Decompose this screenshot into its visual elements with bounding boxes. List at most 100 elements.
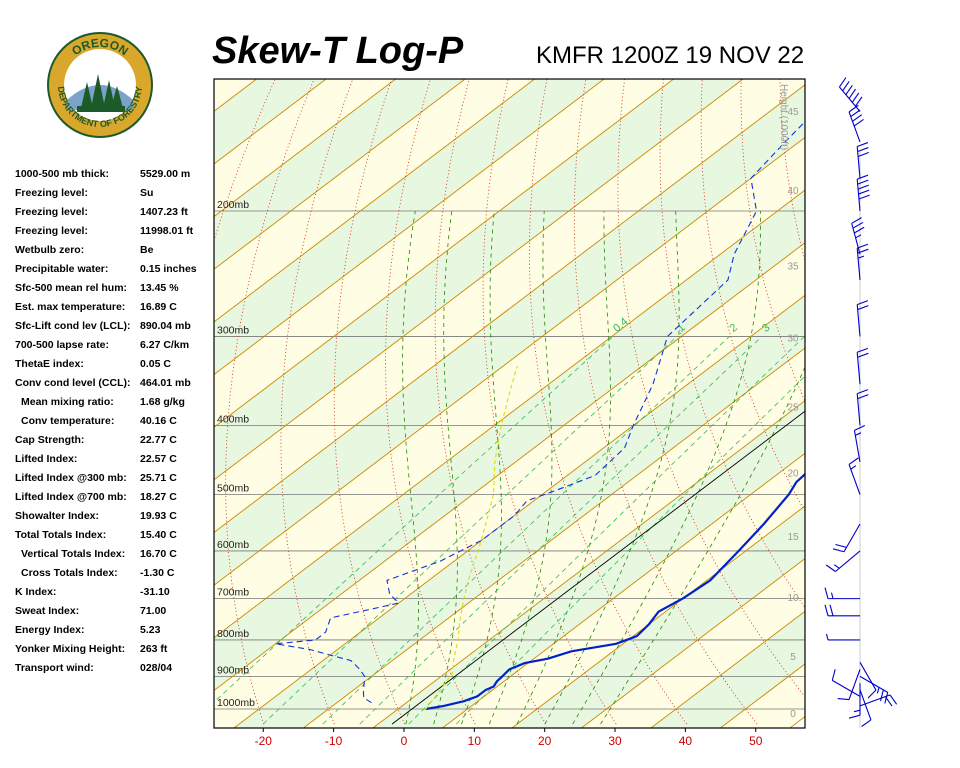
x-tick-label: 30 bbox=[608, 734, 622, 748]
index-value: 13.45 % bbox=[140, 282, 179, 294]
index-value: -1.30 C bbox=[140, 567, 175, 579]
index-label: Lifted Index: bbox=[15, 453, 78, 465]
wind-barb-flag bbox=[857, 174, 869, 180]
wind-barb-flag bbox=[848, 104, 859, 113]
index-row: Sfc-Lift cond lev (LCL): 890.04 mb bbox=[15, 320, 215, 339]
isotherm-line bbox=[580, 558, 805, 728]
wind-barb-flag bbox=[884, 692, 889, 704]
wind-barb-staff bbox=[853, 430, 861, 463]
stability-indices-panel: 1000-500 mb thick: 5529.00 m Freezing leve… bbox=[15, 168, 215, 681]
index-row: 1000-500 mb thick: 5529.00 m bbox=[15, 168, 215, 187]
index-row: Wetbulb zero: Be bbox=[15, 244, 215, 263]
isotherm-line bbox=[214, 79, 675, 428]
index-label: Total Totals Index: bbox=[15, 529, 107, 541]
wind-barb-flag bbox=[857, 300, 869, 306]
index-value: 16.89 C bbox=[140, 301, 177, 313]
moist-adiabat bbox=[488, 210, 553, 725]
wind-barb-flag bbox=[857, 389, 869, 395]
index-value: 19.93 C bbox=[140, 510, 177, 522]
index-label: Energy Index: bbox=[15, 624, 85, 636]
index-value: Su bbox=[140, 187, 154, 199]
index-value: 028/04 bbox=[140, 662, 173, 674]
wind-barb-flag bbox=[848, 457, 859, 465]
x-tick-label: -10 bbox=[325, 734, 343, 748]
height-tick-label: 30 bbox=[787, 333, 799, 344]
dry-adiabat bbox=[573, 79, 758, 725]
wind-barb-flag bbox=[824, 604, 829, 616]
wind-barb-flag bbox=[889, 694, 898, 705]
moist-adiabat bbox=[572, 210, 761, 725]
wind-barbs bbox=[824, 77, 898, 727]
index-row: K Index: -31.10 bbox=[15, 586, 215, 605]
moist-adiabat bbox=[402, 210, 419, 725]
wind-barb-flag bbox=[857, 152, 869, 157]
isotherm-line bbox=[214, 79, 605, 376]
index-label: Lifted Index @300 mb: bbox=[15, 472, 127, 484]
isotherm-line bbox=[0, 46, 230, 743]
height-tick-label: 35 bbox=[787, 261, 799, 272]
wind-barb-flag bbox=[857, 352, 869, 358]
wind-barb-staff bbox=[851, 223, 861, 255]
dry-adiabat bbox=[482, 79, 617, 725]
isotherm-band bbox=[214, 84, 805, 586]
pressure-label: 600mb bbox=[217, 539, 249, 551]
wind-barb-flag bbox=[867, 689, 877, 699]
wind-barb-flag bbox=[851, 217, 862, 224]
wind-barb-staff bbox=[843, 523, 861, 553]
dry-adiabat bbox=[925, 0, 960, 724]
index-row: Cross Totals Index: -1.30 C bbox=[15, 567, 215, 586]
wind-barb-staff bbox=[848, 111, 861, 143]
dry-adiabat bbox=[854, 0, 960, 724]
index-label: Showalter Index: bbox=[15, 510, 100, 522]
index-row: Vertical Totals Index: 16.70 C bbox=[15, 548, 215, 567]
temperature-profile bbox=[425, 472, 805, 711]
wind-barb-flag bbox=[857, 394, 869, 400]
wind-barb-flag bbox=[852, 221, 864, 229]
dry-adiabat bbox=[225, 79, 315, 725]
wind-barb-flag bbox=[857, 305, 869, 311]
wind-barb-half-flag bbox=[850, 465, 857, 470]
station-time-label: KMFR 1200Z 19 NOV 22 bbox=[536, 42, 805, 69]
wind-barb-staff bbox=[832, 679, 861, 697]
isotherm-line bbox=[214, 136, 805, 586]
dry-adiabat bbox=[617, 79, 805, 698]
wind-barb-staff bbox=[856, 146, 861, 179]
wind-barb-flag bbox=[838, 77, 847, 88]
isotherm-line bbox=[650, 610, 805, 728]
wind-barb-flag bbox=[879, 689, 884, 702]
height-tick-label: 25 bbox=[787, 402, 799, 413]
isotherm-line bbox=[214, 79, 397, 218]
x-tick-label: 0 bbox=[401, 734, 408, 748]
index-row: Lifted Index @300 mb: 25.71 C bbox=[15, 472, 215, 491]
wind-barb-staff bbox=[848, 464, 861, 495]
index-label: Est. max temperature: bbox=[15, 301, 126, 313]
index-label: Transport wind: bbox=[15, 662, 94, 674]
wind-barb-staff bbox=[859, 689, 872, 721]
index-row: Lifted Index: 22.57 C bbox=[15, 453, 215, 472]
wind-barb-half-flag bbox=[857, 255, 865, 259]
index-row: Est. max temperature: 16.89 C bbox=[15, 301, 215, 320]
isotherm-line bbox=[214, 242, 805, 692]
index-value: 18.27 C bbox=[140, 491, 177, 503]
moist-adiabat bbox=[516, 210, 611, 725]
dry-adiabat bbox=[385, 79, 476, 725]
wind-barb-flag bbox=[824, 587, 829, 599]
index-value: 40.16 C bbox=[140, 415, 177, 427]
index-label: Yonker Mixing Height: bbox=[15, 643, 126, 655]
index-row: Conv temperature: 40.16 C bbox=[15, 415, 215, 434]
oregon-forestry-logo: OREGON DEPARTMENT OF FORESTRY bbox=[45, 30, 155, 140]
pressure-label: 700mb bbox=[217, 587, 249, 599]
logo-top-text: OREGON bbox=[69, 36, 131, 59]
index-value: 71.00 bbox=[140, 605, 167, 617]
wind-barb-flag bbox=[842, 81, 850, 92]
mixing-ratio-line bbox=[322, 336, 730, 725]
height-tick-label: 15 bbox=[787, 532, 799, 543]
isotherm-line bbox=[214, 79, 327, 165]
isotherm-line bbox=[0, 46, 161, 743]
wind-barb-flag bbox=[857, 147, 869, 153]
index-value: 25.71 C bbox=[140, 472, 177, 484]
index-value: 464.01 mb bbox=[140, 377, 191, 389]
wind-barb-staff bbox=[859, 675, 888, 693]
index-label: Freezing level: bbox=[15, 225, 88, 237]
wind-barb-flag bbox=[831, 669, 836, 681]
